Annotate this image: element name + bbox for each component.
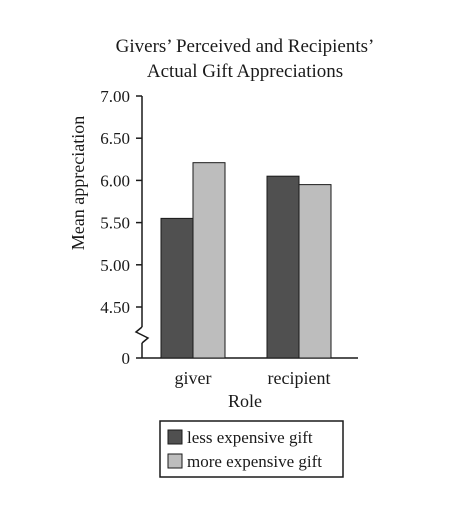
y-tick-label: 5.50	[100, 214, 130, 233]
y-tick-label: 6.50	[100, 129, 130, 148]
y-axis-title: Mean appreciation	[68, 116, 88, 250]
bar-giver-more-expensive	[192, 162, 226, 359]
legend-swatch-more-expensive	[167, 453, 183, 469]
chart-title-line-2: Actual Gift Appreciations	[147, 61, 343, 82]
legend-swatch-less-expensive	[167, 429, 183, 445]
bar-giver-less-expensive	[160, 217, 194, 359]
bar-recipient-less-expensive	[266, 175, 300, 359]
legend-label-less-expensive: less expensive gift	[187, 428, 313, 447]
y-ticks: 7.00 6.50 6.00 5.50 5.00 4.50 0	[100, 87, 142, 368]
legend-label-more-expensive: more expensive gift	[187, 452, 322, 471]
y-tick-label: 4.50	[100, 298, 130, 317]
legend-box	[159, 420, 344, 478]
x-tick-label-recipient: recipient	[268, 368, 331, 388]
x-axis-title: Role	[228, 391, 262, 411]
x-tick-label-giver: giver	[175, 368, 212, 388]
y-tick-label: 6.00	[100, 171, 130, 190]
bar-recipient-more-expensive	[298, 184, 332, 359]
chart-title-line-1: Givers’ Perceived and Recipients’	[116, 36, 375, 57]
bars	[160, 162, 332, 359]
y-tick-label: 0	[122, 349, 131, 368]
y-axis-break	[134, 326, 150, 344]
y-tick-label: 5.00	[100, 256, 130, 275]
y-tick-label: 7.00	[100, 87, 130, 106]
